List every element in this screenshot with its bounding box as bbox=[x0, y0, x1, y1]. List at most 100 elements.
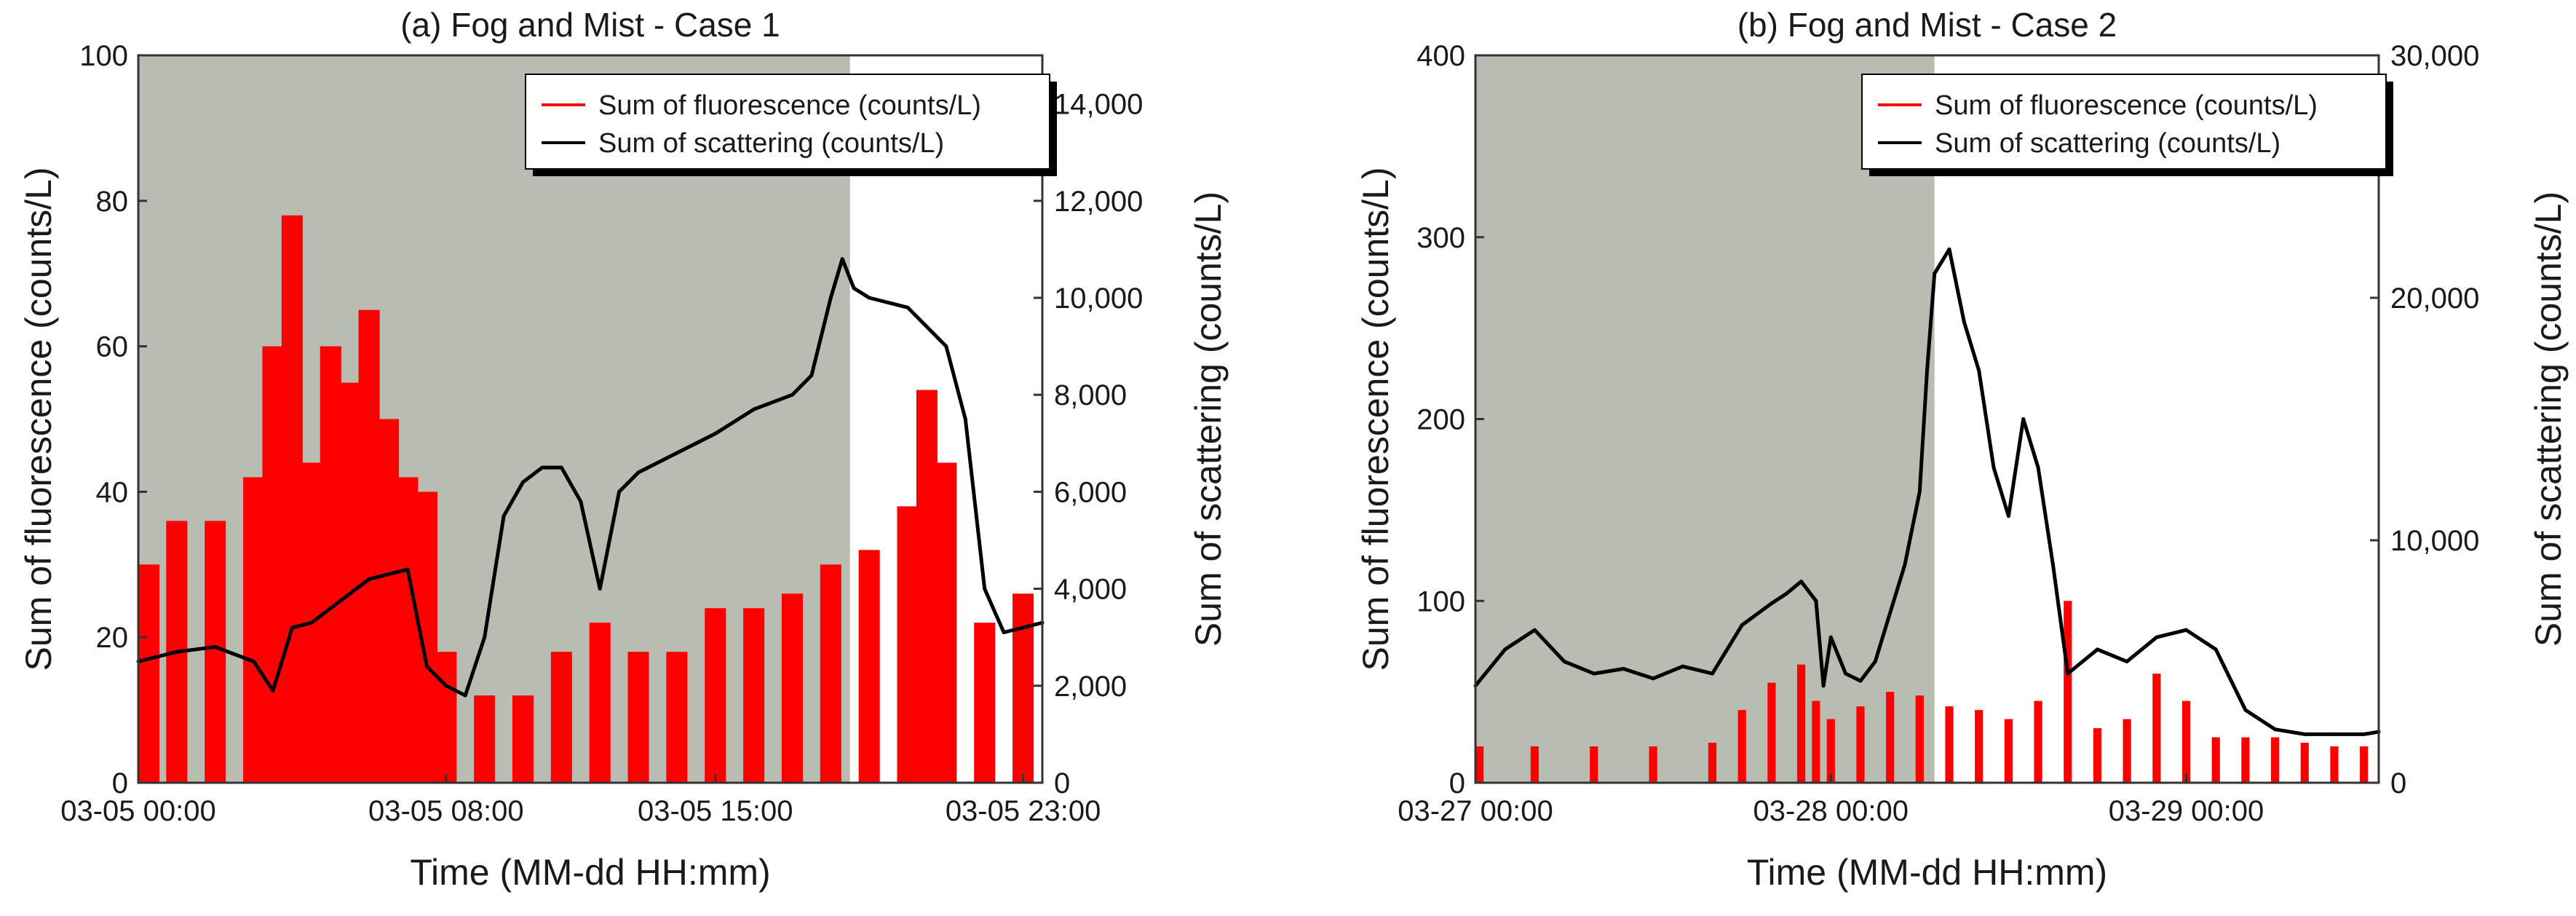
legend-entry: Sum of fluorescence (counts/L) bbox=[1935, 90, 2318, 121]
fluorescence-bar bbox=[1796, 664, 1806, 783]
scattering-point bbox=[1917, 489, 1922, 494]
y-axis-label: Sum of fluorescence (counts/L) bbox=[18, 167, 59, 671]
fluorescence-bar bbox=[2330, 746, 2339, 783]
y-tick-label: 200 bbox=[1416, 404, 1465, 436]
scattering-point bbox=[463, 693, 467, 698]
scattering-point bbox=[1873, 660, 1877, 663]
scattering-point bbox=[2036, 465, 2040, 470]
scattering-point bbox=[252, 660, 256, 663]
y-tick-label: 80 bbox=[96, 186, 129, 218]
fluorescence-bar bbox=[1856, 706, 1865, 783]
y2-tick-label: 0 bbox=[2390, 767, 2406, 799]
scattering-point bbox=[2125, 660, 2129, 663]
scattering-point bbox=[983, 587, 987, 591]
scattering-point bbox=[828, 296, 833, 300]
fluorescence-bar bbox=[281, 215, 303, 783]
scattering-point bbox=[1769, 601, 1774, 606]
fluorescence-bar bbox=[2123, 719, 2131, 783]
scattering-point bbox=[367, 577, 371, 581]
y2-tick-label: 4,000 bbox=[1054, 574, 1127, 606]
scattering-point bbox=[1621, 666, 1625, 671]
fluorescence-bar bbox=[377, 419, 400, 783]
y2-tick-label: 20,000 bbox=[2390, 283, 2479, 315]
y2-tick-label: 12,000 bbox=[1054, 186, 1143, 218]
scattering-point bbox=[852, 286, 856, 291]
scattering-point bbox=[2332, 732, 2337, 736]
scattering-point bbox=[444, 684, 448, 688]
legend-entry: Sum of scattering (counts/L) bbox=[598, 128, 944, 159]
fluorescence-bar bbox=[2181, 700, 2191, 783]
scattering-point bbox=[579, 500, 583, 504]
scattering-point bbox=[540, 465, 544, 470]
fluorescence-bar bbox=[705, 608, 726, 783]
scattering-point bbox=[1947, 247, 1951, 251]
y2-tick-label: 2,000 bbox=[1054, 671, 1127, 703]
chart-a: 0 20 40 60 80 100 0 2,000 4,000 6,000 8,000 10,000 1… bbox=[18, 6, 1229, 893]
scattering-point bbox=[675, 451, 679, 455]
scattering-point bbox=[1784, 591, 1788, 596]
scattering-point bbox=[1711, 671, 1715, 676]
scattering-point bbox=[502, 514, 506, 518]
scattering-point bbox=[521, 480, 526, 484]
scattering-point bbox=[636, 470, 641, 475]
x-tick-label: 03-28 00:00 bbox=[1753, 795, 1909, 827]
y2-tick-label: 8,000 bbox=[1054, 379, 1127, 411]
fluorescence-bar bbox=[435, 652, 457, 783]
y2-tick-label: 14,000 bbox=[1054, 89, 1143, 121]
scattering-point bbox=[2214, 647, 2218, 652]
scattering-point bbox=[713, 431, 718, 435]
fluorescence-bar bbox=[743, 608, 765, 783]
y-tick-label: 300 bbox=[1416, 222, 1465, 254]
fluorescence-bar bbox=[138, 564, 160, 783]
scattering-point bbox=[1858, 679, 1863, 683]
fluorescence-bar bbox=[897, 506, 919, 783]
x-tick-label: 03-05 00:00 bbox=[60, 795, 216, 827]
scattering-point bbox=[559, 465, 563, 470]
fluorescence-bar bbox=[974, 623, 996, 783]
scattering-point bbox=[1592, 671, 1596, 676]
chart-b: 0 100 200 300 400 0 10,000 20,000 30,000 03-27 00… bbox=[1355, 6, 2569, 893]
scattering-point bbox=[1503, 647, 1507, 652]
scattering-point bbox=[175, 650, 179, 654]
y-tick-label: 0 bbox=[1449, 767, 1465, 799]
y2-axis-label: Sum of scattering (counts/L) bbox=[2528, 192, 2569, 647]
y2-tick-label: 10,000 bbox=[1054, 283, 1143, 315]
scattering-point bbox=[271, 688, 275, 692]
fluorescence-bar bbox=[320, 346, 341, 783]
legend-box bbox=[525, 74, 1050, 170]
plot-frame bbox=[137, 54, 1044, 784]
y-axis-label: Sum of fluorescence (counts/L) bbox=[1355, 167, 1396, 671]
scattering-point bbox=[213, 645, 218, 650]
scattering-point bbox=[1002, 631, 1006, 635]
scattering-point bbox=[809, 374, 814, 378]
scattering-point bbox=[309, 620, 314, 625]
legend-entry: Sum of scattering (counts/L) bbox=[1935, 128, 2280, 159]
fluorescence-bar bbox=[820, 564, 841, 783]
scattering-point bbox=[944, 344, 948, 349]
fluorescence-bar bbox=[2300, 743, 2309, 783]
y2-tick-label: 10,000 bbox=[2390, 525, 2479, 557]
scattering-point bbox=[1814, 599, 1818, 603]
scattering-point bbox=[2302, 732, 2307, 736]
fluorescence-bar bbox=[474, 695, 496, 783]
scattering-point bbox=[1740, 623, 1744, 628]
x-tick-label: 03-27 00:00 bbox=[1398, 795, 1553, 827]
fluorescence-bar bbox=[1649, 746, 1657, 783]
fluorescence-bar bbox=[2034, 700, 2042, 783]
y-tick-label: 20 bbox=[96, 622, 129, 654]
fluorescence-bar bbox=[1886, 692, 1895, 783]
scattering-line bbox=[138, 257, 1043, 698]
fluorescence-bar bbox=[262, 346, 284, 783]
scattering-point bbox=[1681, 664, 1685, 668]
x-tick-label: 03-29 00:00 bbox=[2109, 795, 2264, 827]
fluorescence-bar bbox=[205, 521, 226, 783]
scattering-point bbox=[1903, 562, 1907, 566]
x-axis-label: Time (MM-dd HH:mm) bbox=[410, 852, 770, 893]
y-tick-label: 0 bbox=[112, 767, 128, 799]
fluorescence-bar bbox=[2270, 737, 2280, 783]
scattering-point bbox=[290, 625, 294, 630]
fluorescence-bar bbox=[1945, 706, 1954, 783]
scattering-line bbox=[1474, 247, 2379, 736]
scattering-point bbox=[1977, 368, 1981, 373]
fluorescence-bar bbox=[916, 390, 938, 783]
